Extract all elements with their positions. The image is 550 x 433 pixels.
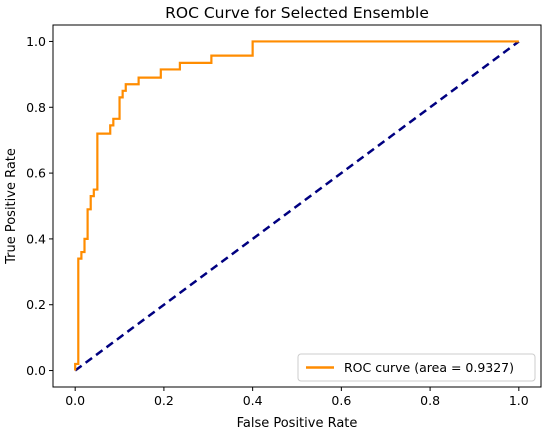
roc-curve-line	[74, 40, 519, 371]
legend-box	[297, 353, 536, 382]
x-tick-label: 0.2	[154, 393, 174, 408]
x-tick-label: 0.6	[331, 393, 351, 408]
y-tick-label: 0.0	[26, 363, 46, 378]
legend: ROC curve (area = 0.9327)	[297, 353, 536, 382]
y-tick-label: 0.6	[26, 166, 46, 181]
x-axis-label: False Positive Rate	[237, 416, 358, 431]
x-tick-label: 0.0	[65, 393, 85, 408]
chart-title: ROC Curve for Selected Ensemble	[165, 4, 429, 22]
legend-label-roc: ROC curve (area = 0.9327)	[344, 360, 514, 375]
y-tick-label: 0.8	[26, 100, 46, 115]
x-tick-label: 1.0	[509, 393, 529, 408]
plot-frame	[52, 24, 542, 388]
chance-diagonal-line	[74, 40, 520, 372]
x-tick-label: 0.4	[243, 393, 263, 408]
plot-area	[74, 40, 520, 372]
y-axis-label: True Positive Rate	[4, 148, 19, 265]
axis-ticks: 0.0 0.2 0.4 0.6 0.8 1.0 0.0 0.2 0.4 0.6 0.8 1.0	[26, 34, 529, 408]
y-tick-label: 0.4	[26, 231, 46, 246]
y-tick-label: 1.0	[26, 34, 46, 49]
x-tick-label: 0.8	[420, 393, 440, 408]
y-tick-label: 0.2	[26, 297, 46, 312]
